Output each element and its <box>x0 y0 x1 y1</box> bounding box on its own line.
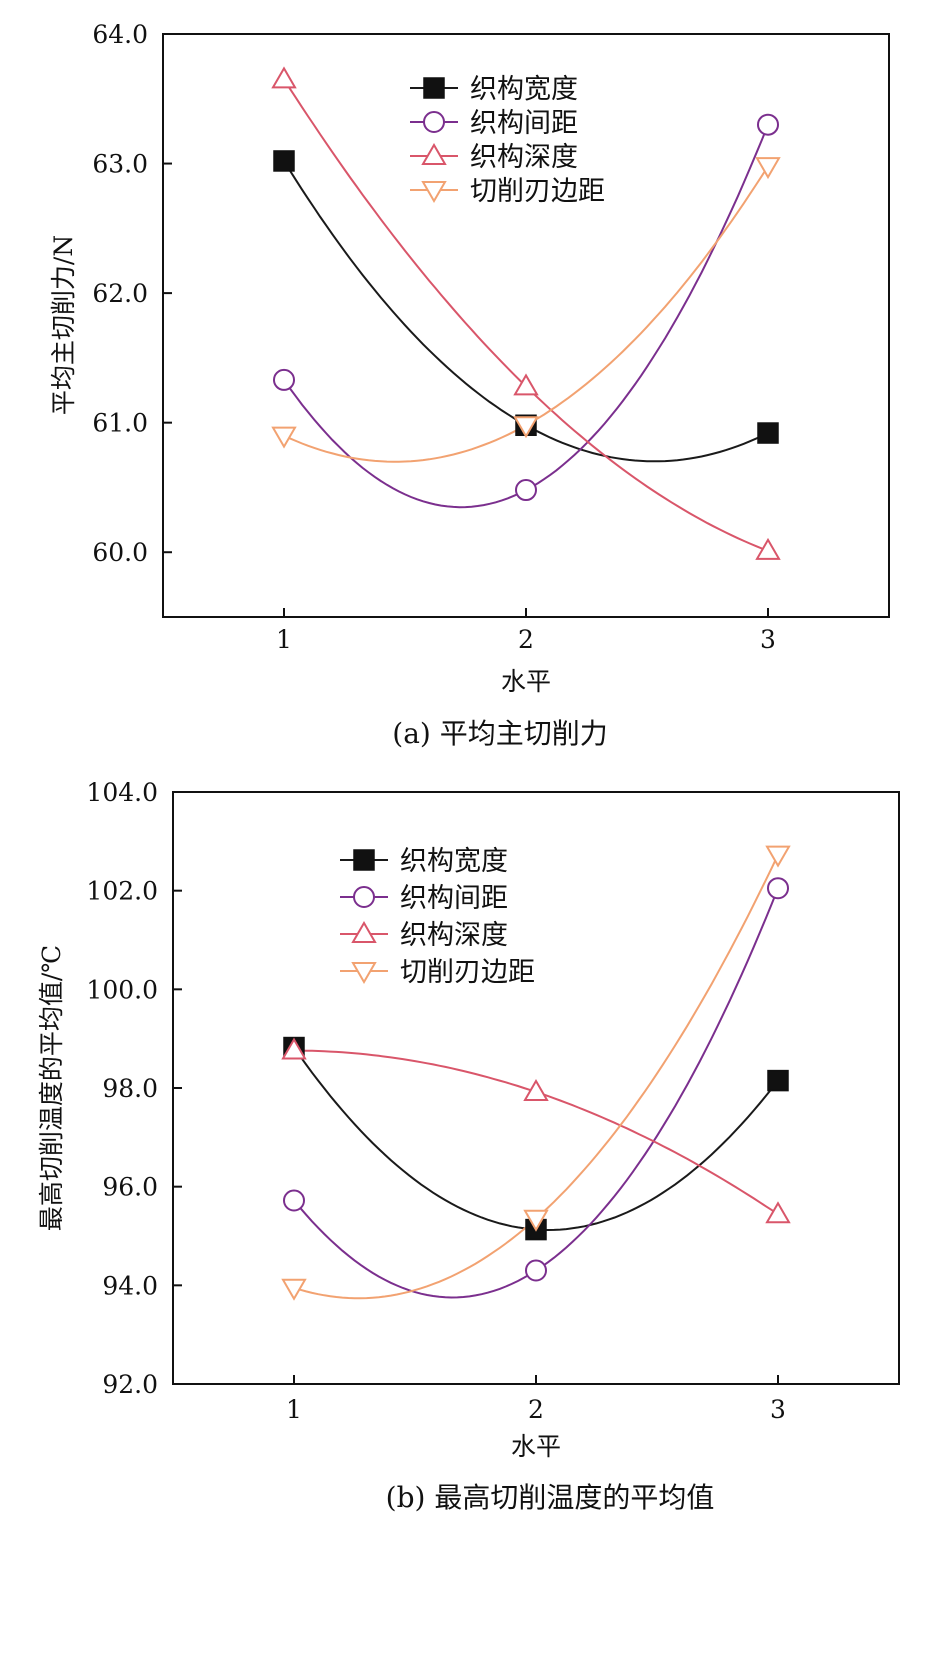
data-point <box>757 113 779 136</box>
y-tick-label: 96.0 <box>102 1173 158 1202</box>
series-line-3 <box>293 1049 779 1216</box>
legend-marker <box>351 921 377 943</box>
data-point <box>273 150 295 172</box>
series-markers-a <box>271 66 781 560</box>
series-line-1 <box>293 1046 779 1232</box>
x-tick-label: 1 <box>276 625 292 654</box>
data-point <box>523 1209 549 1232</box>
data-point <box>281 1037 307 1060</box>
x-ticks-a: 1 2 3 <box>276 608 776 654</box>
x-tick-label: 2 <box>528 1395 544 1424</box>
legend-label: 织构深度 <box>400 920 508 951</box>
data-point <box>523 1078 549 1101</box>
legend-label: 织构宽度 <box>400 846 508 877</box>
data-point <box>513 416 539 439</box>
legend-marker <box>423 77 445 99</box>
caption-a: (a) 平均主切削力 <box>392 717 607 750</box>
y-tick-label: 63.0 <box>92 150 148 179</box>
panel-b: 92.0 94.0 96.0 98.0 100.0 102.0 104.0 1 2 3 织构宽度… <box>37 778 900 1514</box>
data-point <box>525 1259 547 1282</box>
data-point <box>755 537 781 560</box>
data-point <box>765 845 791 868</box>
y-tick-label: 92.0 <box>102 1370 158 1399</box>
y-tick-label: 64.0 <box>92 20 148 49</box>
y-tick-label: 94.0 <box>102 1271 158 1300</box>
x-tick-label: 3 <box>760 625 776 654</box>
data-point <box>757 422 779 444</box>
x-tick-label: 3 <box>770 1395 786 1424</box>
data-point <box>271 426 297 449</box>
y-tick-label: 62.0 <box>92 279 148 308</box>
caption-b: (b) 最高切削温度的平均值 <box>386 1481 715 1514</box>
legend-label: 织构间距 <box>400 883 508 914</box>
x-tick-label: 2 <box>518 625 534 654</box>
legend-label: 切削刃边距 <box>470 176 605 207</box>
x-tick-label: 1 <box>286 1395 302 1424</box>
data-point <box>767 1069 789 1092</box>
data-point <box>513 373 539 396</box>
legend-label: 织构宽度 <box>470 74 578 105</box>
x-ticks-b: 1 2 3 <box>286 1375 786 1424</box>
y-ticks-a: 60.0 61.0 62.0 63.0 64.0 <box>92 20 172 567</box>
y-axis-label-b: 最高切削温度的平均值/℃ <box>37 945 66 1231</box>
x-axis-label-a: 水平 <box>501 667 551 696</box>
y-tick-label: 102.0 <box>86 877 158 906</box>
legend-marker <box>423 111 445 133</box>
data-point <box>765 1201 791 1224</box>
data-point <box>273 368 295 391</box>
data-point <box>281 1278 307 1301</box>
data-point <box>755 157 781 180</box>
data-point <box>515 479 537 502</box>
y-tick-label: 98.0 <box>102 1074 158 1103</box>
panel-a: 60.0 61.0 62.0 63.0 64.0 1 2 3 织构宽度织构间距织构深度切削刃… <box>49 20 890 750</box>
legend-marker <box>421 143 447 165</box>
legend-marker <box>351 962 377 984</box>
legend-marker <box>353 886 375 908</box>
y-tick-label: 60.0 <box>92 538 148 567</box>
y-tick-label: 61.0 <box>92 409 148 438</box>
legend-label: 织构深度 <box>470 142 578 173</box>
data-point <box>767 877 789 900</box>
y-tick-label: 100.0 <box>86 975 158 1004</box>
legend-label: 织构间距 <box>470 108 578 139</box>
series-markers-b <box>281 845 791 1301</box>
data-point <box>271 66 297 89</box>
legend-label: 切削刃边距 <box>400 957 535 988</box>
data-point <box>283 1189 305 1212</box>
y-ticks-b: 92.0 94.0 96.0 98.0 100.0 102.0 104.0 <box>86 778 182 1399</box>
legend-marker <box>353 849 375 871</box>
y-axis-label-a: 平均主切削力/N <box>49 235 78 415</box>
y-tick-label: 104.0 <box>86 778 158 807</box>
legend-marker <box>421 181 447 203</box>
x-axis-label-b: 水平 <box>511 1432 561 1461</box>
